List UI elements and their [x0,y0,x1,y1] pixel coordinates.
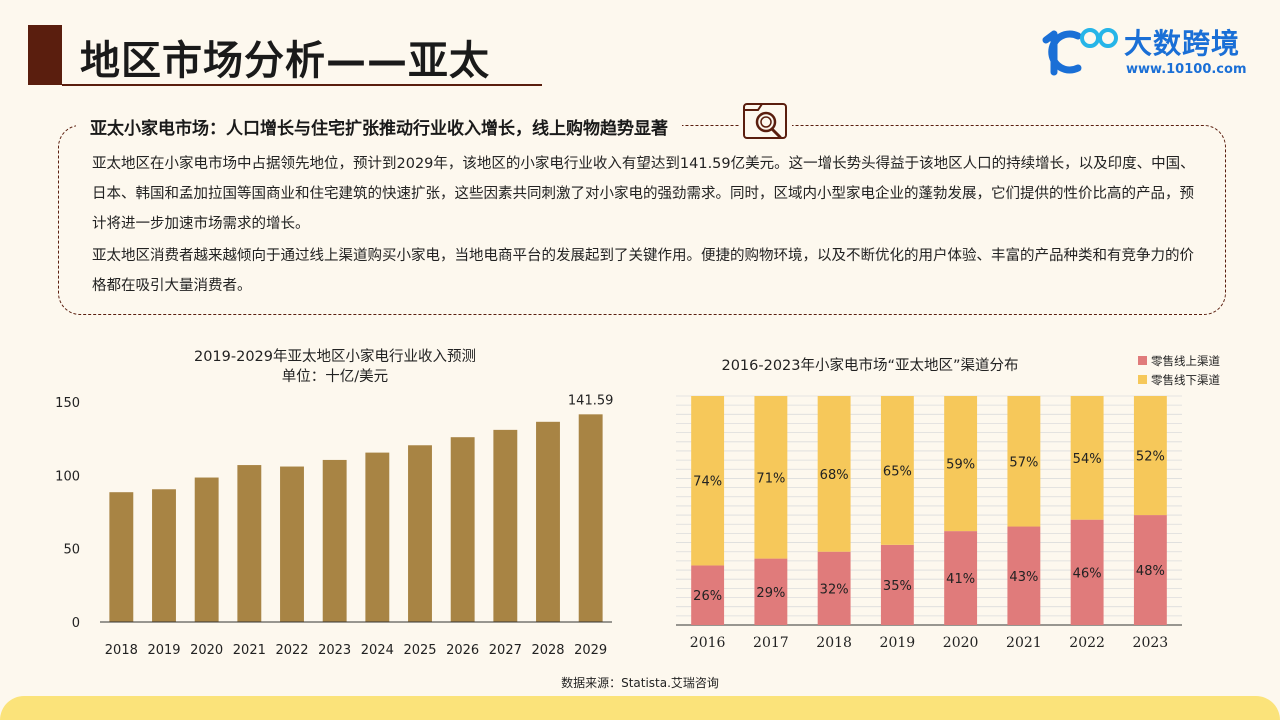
revenue-forecast-chart: 2019-2029年亚太地区小家电行业收入预测 单位：十亿/美元 0 50 100 1… [55,348,614,658]
x-tick-label: 2028 [531,643,564,658]
bar-2027 [493,429,518,622]
data-label: 68% [820,468,849,483]
x-tick-label: 2020 [943,635,979,651]
data-label: 43% [1009,570,1038,585]
data-label: 35% [883,579,912,594]
x-tick-label: 2023 [318,643,351,658]
online-segment-2021 [1007,526,1041,625]
x-tick-label: 2022 [1069,635,1105,651]
summary-paragraph-1: 亚太地区在小家电市场中占据领先地位，预计到2029年，该地区的小家电行业收入有望… [92,156,1195,232]
chart-subtitle: 单位：十亿/美元 [282,368,388,385]
x-tick-label: 2018 [105,643,138,658]
x-tick-label: 2018 [816,635,852,651]
bar-2029 [578,414,603,622]
offline-segment-2023 [1133,396,1167,516]
offline-segment-2019 [880,396,914,545]
offline-segment-2020 [944,396,978,532]
bar-2024 [365,452,390,622]
x-tick-label: 2026 [446,643,479,658]
chart-title: 2019-2029年亚太地区小家电行业收入预测 [194,348,476,365]
brand-logo: 大数跨境 www.10100.com [1040,22,1255,82]
bottom-decor-band [0,696,1280,720]
summary-paragraph-2: 亚太地区消费者越来越倾向于通过线上渠道购买小家电，当地电商平台的发展起到了关键作… [92,248,1194,294]
bar-2021 [237,465,262,622]
title-accent-bar [28,25,62,85]
summary-heading-wrap: 亚太小家电市场：人口增长与住宅扩张推动行业收入增长，线上购物趋势显著 [76,112,682,140]
x-tick-label: 2023 [1133,635,1169,651]
online-segment-2017 [754,558,788,625]
offline-segment-2018 [817,396,851,552]
x-tick-label: 2019 [147,643,180,658]
y-tick-label: 150 [55,396,80,411]
x-tick-label: 2027 [489,643,522,658]
x-tick-label: 2021 [233,643,266,658]
bar-2019 [152,489,176,622]
data-label: 141.59 [568,393,614,408]
x-tick-label: 2016 [690,635,726,651]
logo-mark-icon [1042,28,1118,76]
online-segment-2020 [944,531,978,625]
online-segment-2016 [691,565,725,625]
x-tick-label: 2025 [403,643,436,658]
online-segment-2018 [817,551,851,625]
bar-2022 [280,466,304,622]
data-label: 26% [693,589,722,604]
logo-url[interactable]: www.10100.com [1126,62,1247,77]
online-segment-2019 [880,544,914,625]
data-label: 74% [693,475,722,490]
online-segment-2023 [1133,515,1167,625]
data-label: 41% [946,572,975,587]
bar-2026 [450,437,475,622]
bar-2018 [109,492,134,622]
logo-name: 大数跨境 [1124,27,1241,60]
offline-segment-2022 [1070,396,1104,520]
chart-title: 2016-2023年小家电市场“亚太地区”渠道分布 [721,357,1018,374]
x-tick-label: 2021 [1006,635,1042,651]
bar-2025 [408,445,432,622]
data-label: 59% [946,458,975,473]
data-label: 52% [1136,450,1165,465]
legend-label: 零售线上渠道 [1151,354,1220,368]
y-tick-label: 100 [55,469,80,484]
data-label: 29% [756,586,785,601]
x-tick-label: 2017 [753,635,789,651]
offline-segment-2016 [691,396,725,566]
summary-heading: 亚太小家电市场：人口增长与住宅扩张推动行业收入增长，线上购物趋势显著 [90,118,668,139]
data-label: 32% [820,582,849,597]
x-tick-label: 2022 [275,643,308,658]
source-note: 数据来源：Statista.艾瑞咨询 [561,676,719,690]
x-tick-label: 2029 [574,643,607,658]
bar-2028 [536,421,560,622]
data-label: 48% [1136,564,1165,579]
data-label: 71% [756,471,785,486]
x-tick-label: 2019 [880,635,916,651]
x-tick-label: 2020 [190,643,223,658]
data-label: 65% [883,464,912,479]
legend-swatch [1138,356,1147,365]
legend-label: 零售线下渠道 [1151,373,1220,387]
x-tick-label: 2024 [361,643,394,658]
data-label: 57% [1009,455,1038,470]
offline-segment-2017 [754,396,788,559]
search-document-icon [740,100,792,144]
online-segment-2022 [1070,519,1104,625]
page-title: 地区市场分析——亚太 [80,38,490,84]
y-tick-label: 50 [63,543,80,558]
data-label: 46% [1073,566,1102,581]
bar-2023 [322,459,347,622]
bar-2020 [194,477,219,622]
y-tick-label: 0 [72,616,80,631]
legend-swatch [1138,375,1147,384]
title-underline [62,84,542,86]
offline-segment-2021 [1007,396,1041,527]
data-label: 54% [1073,452,1102,467]
